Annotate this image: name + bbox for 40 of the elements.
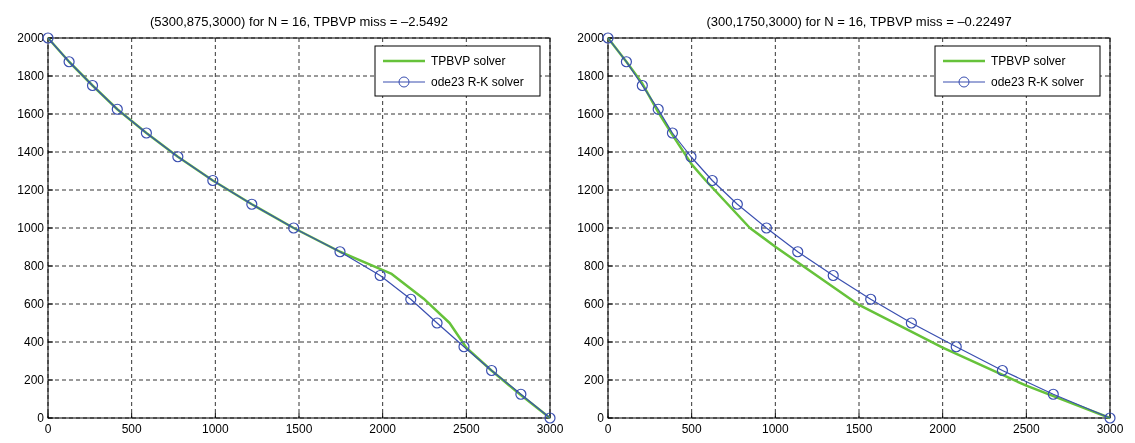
y-tick-label: 800: [23, 259, 45, 273]
y-tick-label: 400: [583, 335, 605, 349]
x-tick-label: 1500: [285, 422, 313, 436]
x-tick-label: 3000: [1096, 422, 1124, 436]
x-tick-label: 2500: [452, 422, 480, 436]
y-tick-label: 1800: [577, 69, 605, 83]
y-tick-label: 1000: [17, 221, 45, 235]
legend-label: TPBVP solver: [991, 54, 1066, 68]
y-tick-label: 1200: [577, 183, 605, 197]
y-tick-label: 600: [583, 297, 605, 311]
y-tick-label: 200: [23, 373, 45, 387]
x-tick-label: 500: [681, 422, 702, 436]
x-tick-label: 1500: [845, 422, 873, 436]
y-tick-label: 1400: [577, 145, 605, 159]
y-tick-label: 800: [583, 259, 605, 273]
y-tick-label: 1600: [17, 107, 45, 121]
y-tick-label: 1000: [577, 221, 605, 235]
chart-title: (300,1750,3000) for N = 16, TPBVP miss = –0.22497: [706, 14, 1012, 29]
y-tick-label: 2000: [577, 31, 605, 45]
y-tick-label: 1200: [17, 183, 45, 197]
x-tick-label: 2000: [929, 422, 957, 436]
x-tick-label: 2000: [369, 422, 397, 436]
y-tick-label: 0: [597, 411, 605, 425]
legend-label: ode23 R-K solver: [431, 75, 524, 89]
x-tick-label: 3000: [536, 422, 564, 436]
y-tick-label: 1400: [17, 145, 45, 159]
y-tick-label: 1600: [577, 107, 605, 121]
x-tick-label: 500: [121, 422, 142, 436]
legend-label: TPBVP solver: [431, 54, 506, 68]
x-tick-label: 1000: [201, 422, 229, 436]
y-tick-label: 600: [23, 297, 45, 311]
y-tick-label: 1800: [17, 69, 45, 83]
chart-title: (5300,875,3000) for N = 16, TPBVP miss = –2.5492: [150, 14, 448, 29]
x-tick-label: 2500: [1012, 422, 1040, 436]
y-tick-label: 0: [37, 411, 45, 425]
y-tick-label: 200: [583, 373, 605, 387]
legend-label: ode23 R-K solver: [991, 75, 1084, 89]
y-tick-label: 2000: [17, 31, 45, 45]
y-tick-label: 400: [23, 335, 45, 349]
x-tick-label: 1000: [761, 422, 789, 436]
